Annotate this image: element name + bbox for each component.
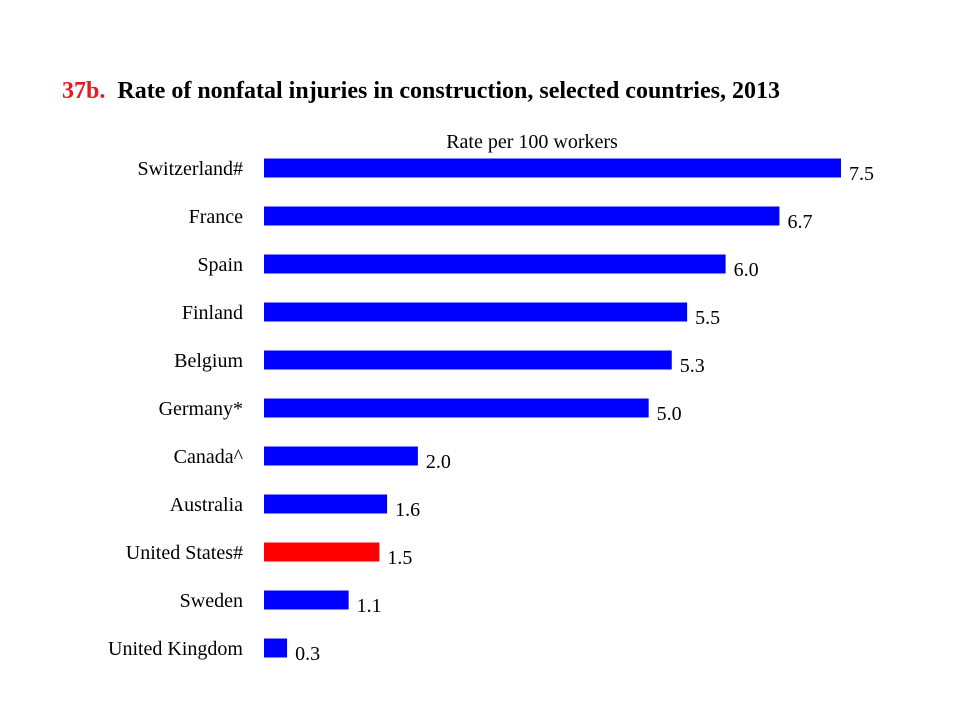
value-label-germany: 5.0	[657, 403, 682, 425]
category-label-australia: Australia	[170, 494, 243, 516]
category-label-sweden: Sweden	[180, 590, 243, 612]
chart-title-number: 37b.	[62, 78, 105, 104]
value-label-spain: 6.0	[734, 259, 759, 281]
bar-belgium	[264, 350, 672, 370]
value-label-united-states: 1.5	[387, 547, 412, 569]
category-label-spain: Spain	[197, 254, 243, 276]
value-label-australia: 1.6	[395, 499, 420, 521]
bar-united-kingdom	[264, 638, 288, 658]
bar-australia	[264, 494, 388, 514]
value-label-finland: 5.5	[695, 307, 720, 329]
category-label-france: France	[189, 206, 244, 228]
value-label-united-kingdom: 0.3	[295, 643, 320, 665]
category-label-united-kingdom: United Kingdom	[108, 638, 243, 660]
category-label-canada: Canada^	[174, 446, 244, 468]
bar-canada	[264, 446, 418, 466]
value-label-belgium: 5.3	[680, 355, 705, 377]
bar-united-states	[264, 542, 380, 562]
value-label-sweden: 1.1	[357, 595, 382, 617]
x-axis-label: Rate per 100 workers	[446, 131, 618, 153]
bar-germany	[264, 398, 649, 418]
bars-group: Switzerland# 7.5 France 6.7 Spain 6.0 Finland 5…	[108, 158, 874, 665]
bar-switzerland	[264, 158, 841, 178]
value-label-canada: 2.0	[426, 451, 451, 473]
bar-sweden	[264, 590, 349, 610]
category-label-switzerland: Switzerland#	[137, 158, 243, 180]
value-label-switzerland: 7.5	[849, 163, 874, 185]
bar-france	[264, 206, 780, 226]
category-label-finland: Finland	[182, 302, 243, 324]
category-label-germany: Germany*	[159, 398, 243, 420]
value-label-france: 6.7	[787, 211, 812, 233]
bar-spain	[264, 254, 726, 274]
bar-finland	[264, 302, 688, 322]
category-label-belgium: Belgium	[174, 350, 243, 372]
category-label-united-states: United States#	[126, 542, 243, 564]
chart-title: 37b. Rate of nonfatal injuries in constr…	[62, 78, 780, 104]
chart-title-text: Rate of nonfatal injuries in constructio…	[117, 78, 780, 104]
